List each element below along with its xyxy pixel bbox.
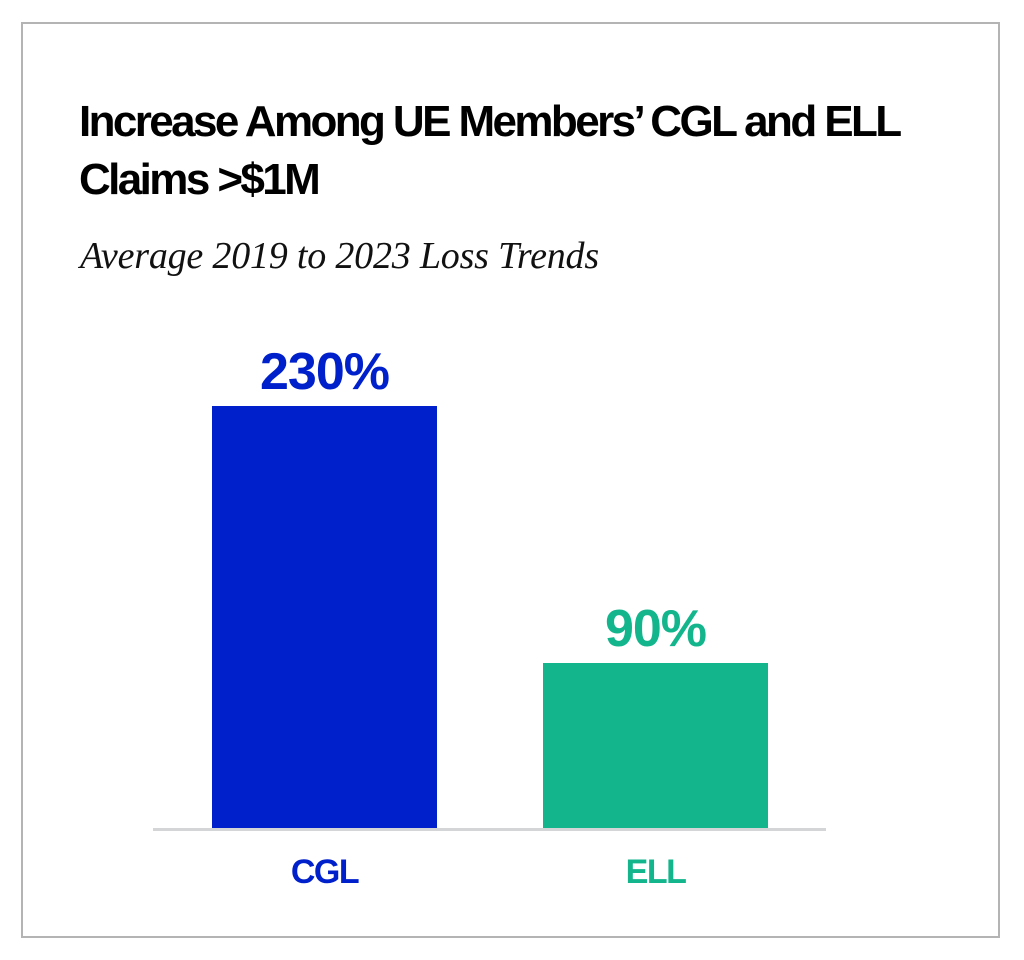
x-axis-baseline bbox=[153, 828, 826, 831]
ell-category-label: ELL bbox=[625, 853, 687, 891]
cgl-category-label: CGL bbox=[290, 853, 360, 891]
chart-frame bbox=[21, 22, 1000, 938]
ell-bar bbox=[543, 663, 768, 828]
chart-subtitle: Average 2019 to 2023 Loss Trends bbox=[80, 235, 599, 277]
cgl-value-label: 230% bbox=[260, 343, 390, 401]
ell-value-label: 90% bbox=[604, 600, 707, 658]
cgl-bar bbox=[212, 406, 437, 828]
chart-title: Increase Among UE Members’ CGL and ELL C… bbox=[79, 97, 901, 204]
